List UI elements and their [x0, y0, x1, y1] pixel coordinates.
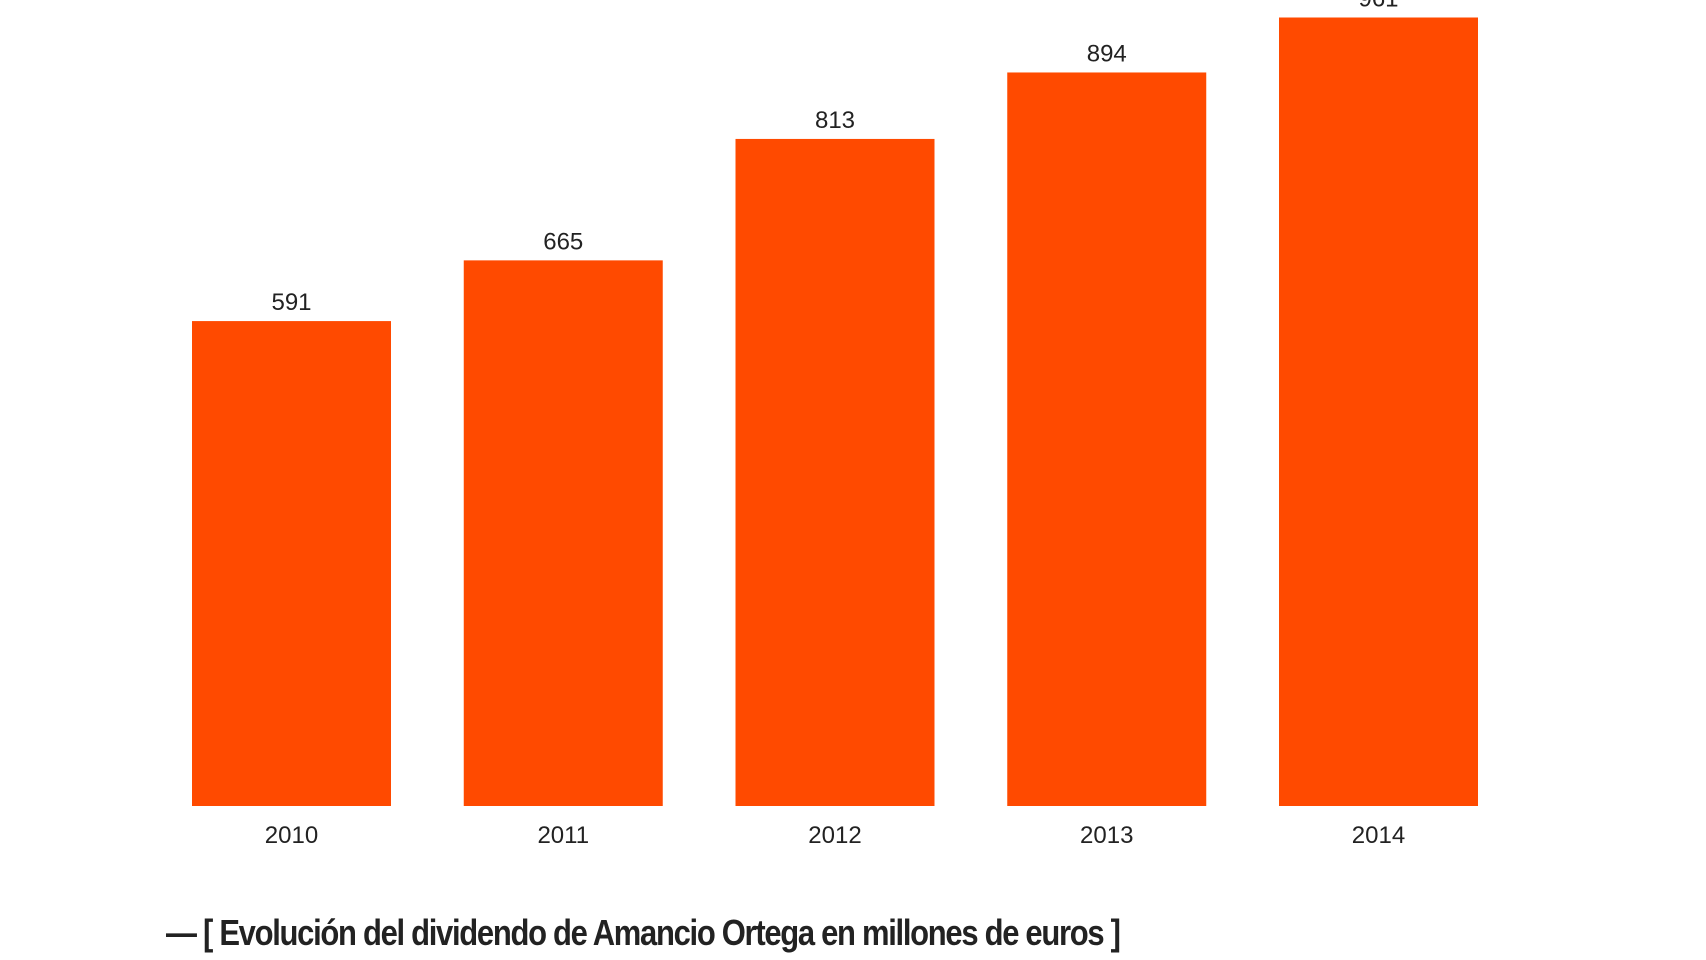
- x-tick-label: 2012: [808, 822, 861, 849]
- x-tick-label: 2011: [537, 822, 589, 849]
- bar-2012: [735, 138, 935, 806]
- bar-2014: [1279, 17, 1478, 806]
- bar-2010: [192, 321, 391, 806]
- x-tick-label: 2013: [1080, 822, 1133, 849]
- bar-2013: [1007, 72, 1207, 807]
- data-label: 591: [271, 289, 311, 316]
- x-tick-label: 2014: [1352, 822, 1405, 849]
- bar-2011: [463, 260, 663, 806]
- data-label: 665: [543, 228, 583, 255]
- data-label: 894: [1087, 40, 1127, 67]
- data-label: 813: [815, 107, 855, 134]
- bar-chart: 591 2010 665 2011 813 2012 894 2013 961 2014: [192, 0, 1478, 849]
- x-tick-label: 2010: [265, 822, 318, 849]
- chart-title: — [ Evolución del dividendo de Amancio O…: [166, 912, 1121, 953]
- data-label: 961: [1358, 0, 1398, 13]
